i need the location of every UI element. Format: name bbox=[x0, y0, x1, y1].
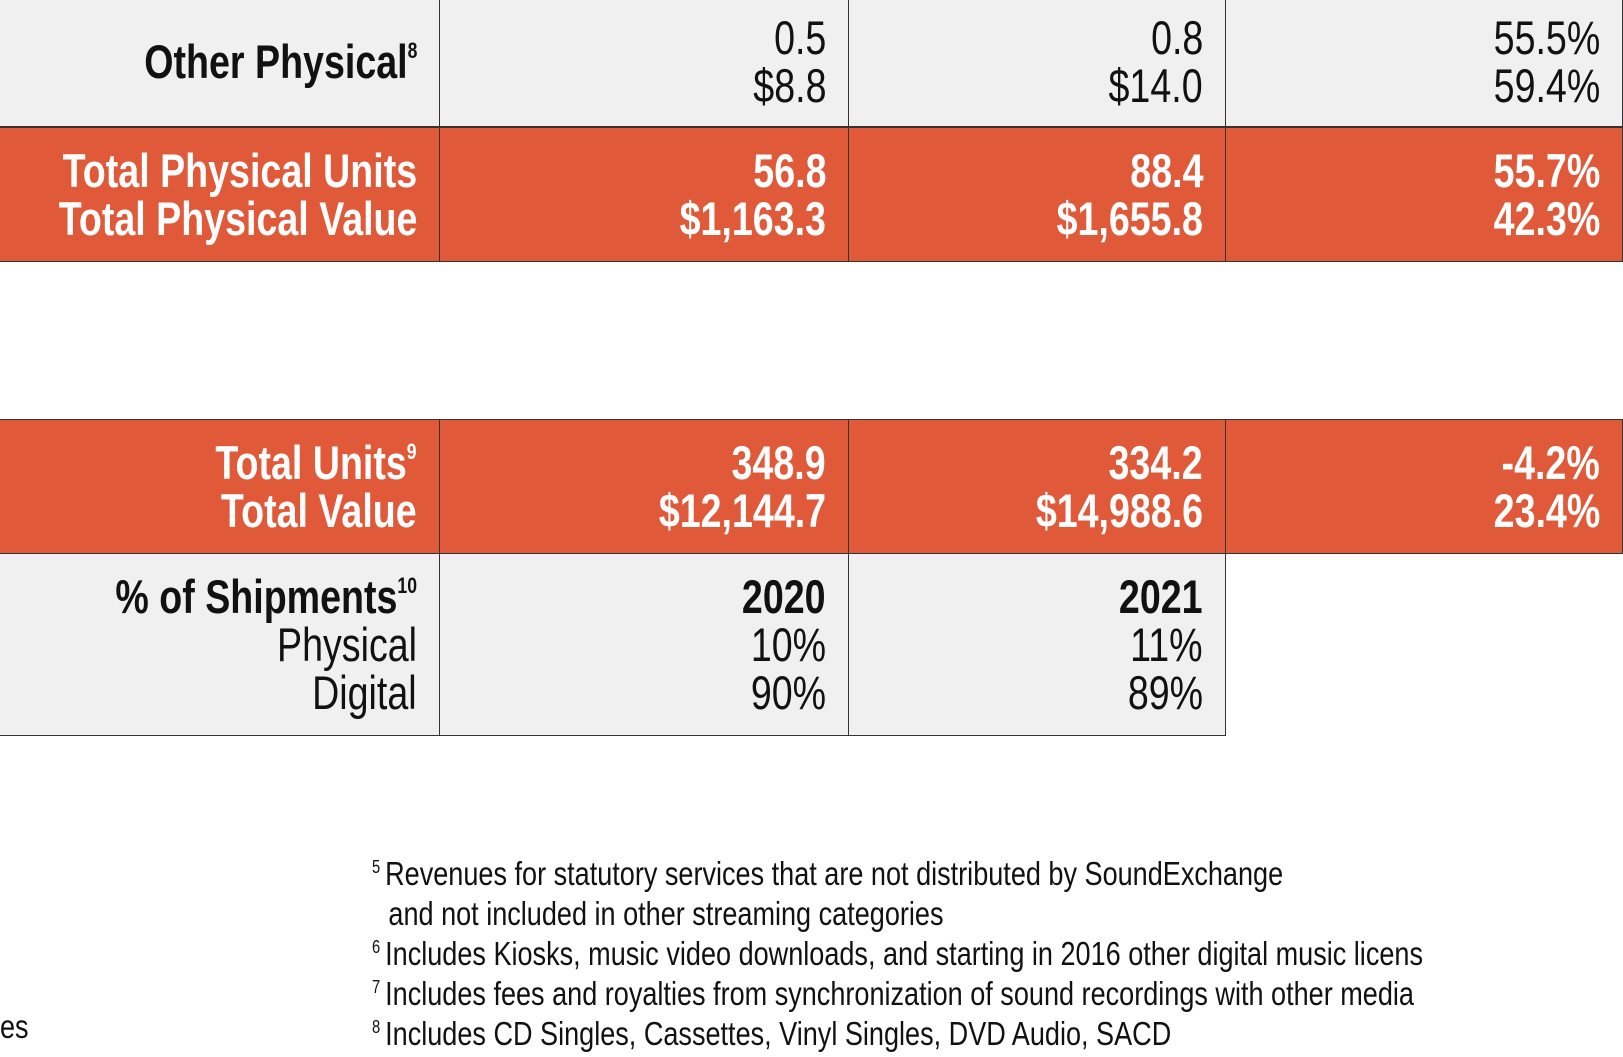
value-cell: 334.2 $14,988.6 bbox=[849, 419, 1226, 554]
cell-value: $1,655.8 bbox=[1056, 191, 1203, 245]
label-line: Total Units9 bbox=[215, 435, 417, 489]
value-cell: 55.5% 59.4% bbox=[1226, 0, 1623, 127]
cell-value: 2020 bbox=[742, 569, 826, 623]
cell-value: $12,144.7 bbox=[658, 483, 826, 537]
footnote: and not included in other streaming cate… bbox=[372, 894, 943, 934]
cell-value: 90% bbox=[750, 665, 826, 719]
cell-value: 0.5 bbox=[773, 11, 826, 64]
cell-value: 55.5% bbox=[1493, 11, 1600, 64]
table-row: Total Units9 Total Value 348.9 $12,144.7 334… bbox=[0, 419, 1623, 554]
label-text: Digital bbox=[312, 665, 417, 719]
footnote-mark: 6 bbox=[372, 937, 381, 957]
cell-value: 2021 bbox=[1119, 569, 1203, 623]
row-label: Total Units9 Total Value bbox=[0, 419, 440, 554]
label-line: Total Physical Value bbox=[58, 191, 417, 245]
footnote-text: and not included in other streaming cate… bbox=[388, 895, 944, 932]
cell-value: 11% bbox=[1130, 617, 1203, 671]
label-line: Total Value bbox=[221, 483, 417, 537]
value-cell: 55.7% 42.3% bbox=[1226, 127, 1623, 262]
footnote-text: Includes CD Singles, Cassettes, Vinyl Si… bbox=[385, 1015, 1172, 1052]
value-cell: 88.4 $1,655.8 bbox=[849, 127, 1226, 262]
label-text: % of Shipments bbox=[115, 569, 398, 623]
value-cell: 2021 11% 89% bbox=[849, 554, 1226, 736]
cell-value: 88.4 bbox=[1129, 143, 1203, 197]
cell-value: $14.0 bbox=[1108, 59, 1203, 112]
footnote-text: Includes Kiosks, music video downloads, … bbox=[385, 935, 1423, 972]
cell-value: 89% bbox=[1127, 665, 1203, 719]
label-text: Total Value bbox=[221, 483, 417, 537]
footnote-mark: 5 bbox=[372, 857, 381, 877]
row-label: Total Physical Units Total Physical Value bbox=[0, 127, 440, 262]
label-line: Other Physical8 bbox=[144, 38, 417, 86]
table-row: Total Physical Units Total Physical Value… bbox=[0, 127, 1623, 262]
cell-value: 42.3% bbox=[1493, 191, 1600, 245]
footnote-ref: 8 bbox=[407, 38, 417, 63]
cell-value: 55.7% bbox=[1493, 143, 1600, 197]
footnote-mark: 7 bbox=[372, 977, 381, 997]
footnote-mark: 8 bbox=[372, 1017, 381, 1037]
footnote: 7 Includes fees and royalties from synchr… bbox=[372, 974, 1414, 1014]
footnote-text: Includes fees and royalties from synchro… bbox=[385, 975, 1414, 1012]
footnote-text: Revenues for statutory services that are… bbox=[385, 855, 1284, 892]
value-cell: 0.8 $14.0 bbox=[849, 0, 1226, 127]
cell-value: 0.8 bbox=[1150, 11, 1203, 64]
value-cell: -4.2% 23.4% bbox=[1226, 419, 1623, 554]
label-line: % of Shipments10 bbox=[115, 569, 417, 623]
cell-value: 10% bbox=[750, 617, 826, 671]
label-line: Total Physical Units bbox=[62, 143, 417, 197]
empty-cell bbox=[1226, 554, 1623, 736]
row-label: Other Physical8 bbox=[0, 0, 440, 127]
footnote-ref: 10 bbox=[397, 572, 417, 598]
label-text: Total Physical Value bbox=[58, 191, 417, 245]
label-text: Other Physical bbox=[143, 35, 408, 88]
table-row: % of Shipments10 Physical Digital 2020 10% 90… bbox=[0, 554, 1623, 736]
footnote: 8 Includes CD Singles, Cassettes, Vinyl S… bbox=[372, 1014, 1171, 1054]
cropped-text: es bbox=[0, 1008, 29, 1045]
footnote: 5 Revenues for statutory services that ar… bbox=[372, 854, 1283, 894]
cell-value: $8.8 bbox=[752, 59, 826, 112]
cell-value: $1,163.3 bbox=[679, 191, 826, 245]
value-cell: 2020 10% 90% bbox=[440, 554, 849, 736]
footnote-ref: 9 bbox=[407, 438, 417, 464]
label-text: Physical bbox=[276, 617, 417, 671]
cell-value: 59.4% bbox=[1493, 59, 1600, 112]
cell-value: 23.4% bbox=[1493, 483, 1600, 537]
label-text: Total Units bbox=[215, 435, 408, 489]
label-line: Digital bbox=[312, 665, 417, 719]
value-cell: 56.8 $1,163.3 bbox=[440, 127, 849, 262]
value-cell: 348.9 $12,144.7 bbox=[440, 419, 849, 554]
table-row: Other Physical8 0.5 $8.8 0.8 $14.0 55.5% 59.4% bbox=[0, 0, 1623, 127]
cell-value: 56.8 bbox=[752, 143, 826, 197]
cell-value: 348.9 bbox=[731, 435, 826, 489]
cell-value: 334.2 bbox=[1108, 435, 1203, 489]
row-label: % of Shipments10 Physical Digital bbox=[0, 554, 440, 736]
cell-value: -4.2% bbox=[1501, 435, 1600, 489]
label-text: Total Physical Units bbox=[62, 143, 417, 197]
cell-value: $14,988.6 bbox=[1035, 483, 1203, 537]
label-line: Physical bbox=[276, 617, 417, 671]
value-cell: 0.5 $8.8 bbox=[440, 0, 849, 127]
footnote: 6 Includes Kiosks, music video downloads,… bbox=[372, 934, 1423, 974]
